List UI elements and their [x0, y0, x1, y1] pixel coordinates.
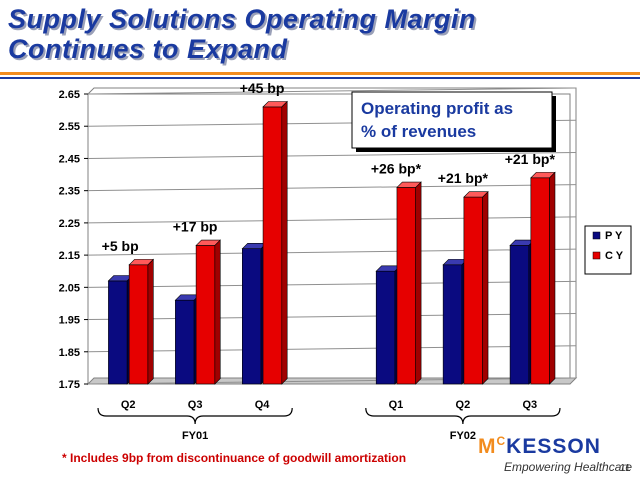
x-tick-label: Q2 — [456, 399, 471, 411]
annotation-line-2: % of revenues — [361, 122, 476, 141]
y-tick-label: 1.75 — [59, 379, 80, 391]
bar-side — [415, 181, 422, 385]
bar-face — [396, 187, 416, 385]
y-tick-label: 2.45 — [59, 153, 80, 165]
bar-face — [375, 270, 396, 385]
gridline — [87, 216, 577, 224]
slide-title: Supply Solutions Operating Margin Contin… — [8, 4, 608, 64]
footnote: * Includes 9bp from discontinuance of go… — [62, 451, 407, 465]
cy-bar-2 — [262, 100, 288, 385]
legend-label: C Y — [605, 250, 624, 262]
page-number: 11 — [620, 463, 631, 474]
blue-rule — [0, 77, 640, 79]
group-brace — [365, 407, 561, 425]
title-line-1: Supply Solutions Operating Margin — [8, 4, 477, 34]
bar-side — [281, 100, 288, 385]
bar-side — [482, 190, 489, 385]
data-label: +5 bp — [102, 238, 139, 254]
data-label: +21 bp* — [505, 151, 556, 167]
bar-face — [242, 248, 262, 385]
bar-face — [128, 264, 149, 385]
bar-face — [175, 299, 195, 385]
bar-face — [530, 177, 550, 385]
bar-face — [442, 264, 463, 385]
orange-rule — [0, 72, 640, 75]
y-tick-label: 1.85 — [59, 347, 80, 359]
y-tick-label: 2.05 — [59, 282, 80, 294]
legend-label: P Y — [605, 230, 623, 242]
y-tick-label: 2.65 — [59, 89, 80, 101]
data-label: +17 bp — [173, 218, 218, 234]
gridline — [87, 313, 577, 321]
operating-margin-chart: 1.75 1.85 1.95 2.05 2.15 2.25 2.35 2.45 2.55 2.65… — [59, 80, 632, 442]
group-label: FY02 — [450, 430, 476, 442]
x-tick-label: Q3 — [188, 399, 203, 411]
data-label: +26 bp* — [371, 160, 422, 176]
cy-bar-4 — [463, 190, 489, 385]
gridline — [87, 280, 577, 288]
cy-bar-1 — [195, 239, 221, 385]
legend-swatch — [592, 251, 601, 260]
x-tick-label: Q3 — [522, 399, 537, 411]
data-label: +45 bp — [240, 80, 285, 96]
logo-tagline: Empowering Healthcare — [504, 460, 633, 474]
bar-face — [195, 245, 216, 385]
y-tick-label: 2.25 — [59, 218, 80, 230]
bar-face — [463, 196, 483, 385]
y-tick-label: 2.35 — [59, 186, 80, 198]
gridline — [87, 377, 577, 385]
gridline — [87, 151, 577, 159]
y-tick-label: 2.55 — [59, 121, 80, 133]
y-tick-label: 1.95 — [59, 315, 80, 327]
gridline — [87, 248, 577, 256]
annotation-box — [351, 91, 553, 149]
bar-side — [214, 239, 221, 385]
cy-bar-3 — [396, 181, 422, 385]
x-tick-label: Q1 — [389, 399, 404, 411]
group-label: FY01 — [182, 430, 208, 442]
gridline — [87, 184, 577, 192]
legend-box — [584, 225, 632, 275]
gridline — [87, 87, 577, 95]
bar-face — [509, 245, 530, 385]
data-label: +21 bp* — [438, 170, 489, 186]
group-brace — [97, 407, 293, 425]
bar-face — [262, 106, 283, 385]
gridline — [87, 345, 577, 353]
x-tick-label: Q2 — [121, 399, 136, 411]
logo-wordmark: MCKESSON — [478, 434, 601, 458]
annotation-line-1: Operating profit as — [361, 99, 513, 118]
cy-bar-5 — [530, 171, 556, 385]
bar-face — [108, 280, 128, 385]
bar-side — [147, 258, 154, 385]
mckesson-logo: MCKESSON Empowering Healthcare — [478, 434, 632, 474]
cy-bar-0 — [128, 258, 155, 385]
bar-side — [549, 171, 556, 385]
y-tick-label: 2.15 — [59, 250, 80, 262]
legend-swatch — [592, 231, 601, 240]
x-tick-label: Q4 — [255, 399, 271, 411]
title-line-2: Continues to Expand — [8, 34, 288, 64]
